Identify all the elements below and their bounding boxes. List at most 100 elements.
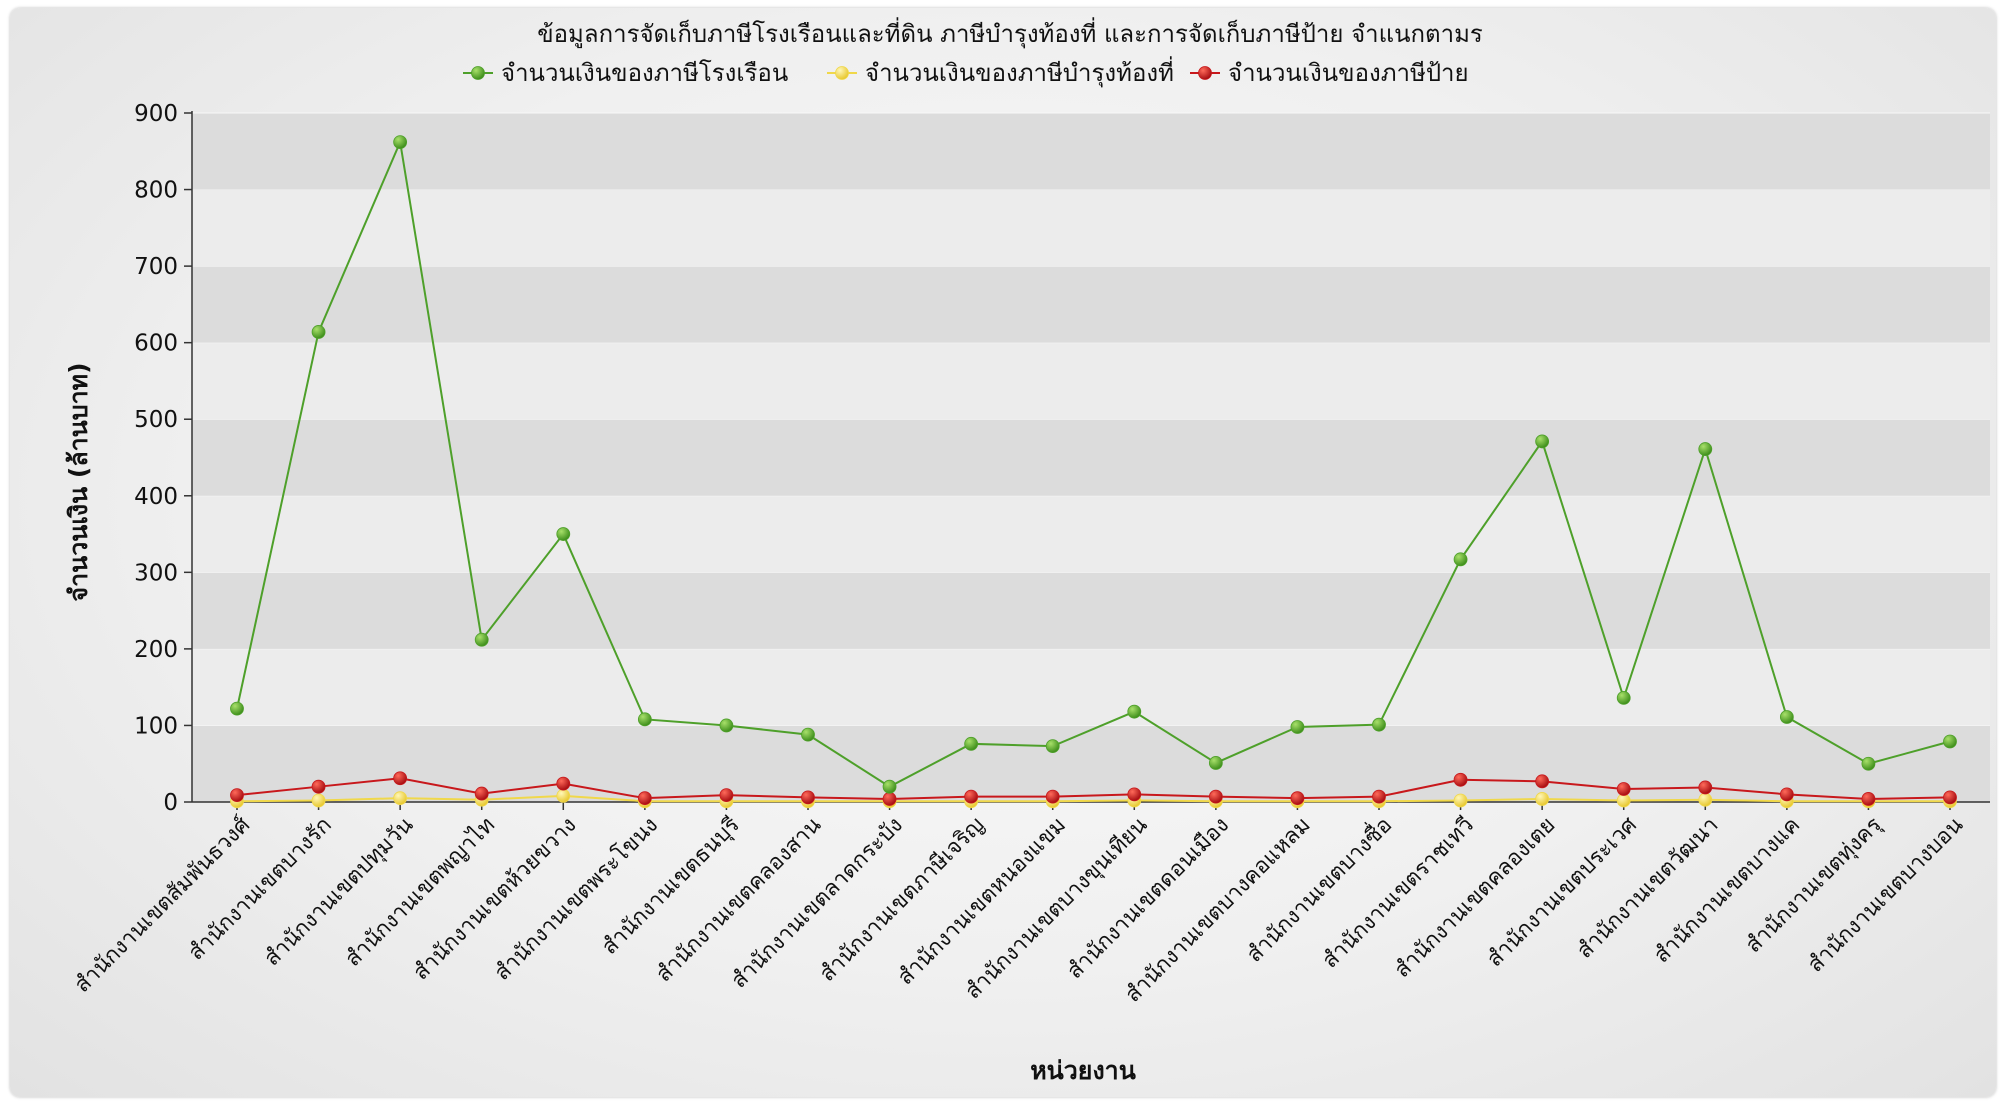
data-point xyxy=(1943,734,1957,749)
data-point xyxy=(474,786,489,801)
axes xyxy=(184,111,1990,810)
x-tick-label: สำนักงานเขตคลองสาน xyxy=(652,813,827,988)
data-point xyxy=(311,793,326,808)
data-point xyxy=(474,632,489,647)
data-point xyxy=(1045,739,1060,754)
grid-band xyxy=(192,495,1990,573)
data-point xyxy=(393,791,408,806)
data-point xyxy=(1290,791,1305,806)
y-tick-label: 0 xyxy=(163,790,178,816)
data-point xyxy=(556,788,571,803)
legend: จำนวนเงินของภาษีโรงเรือน จำนวนเงินของภาษี… xyxy=(463,56,1469,88)
data-point xyxy=(1453,793,1468,808)
data-point xyxy=(1616,782,1631,796)
data-point xyxy=(1861,792,1876,806)
data-point xyxy=(1127,704,1142,719)
y-tick-label: 900 xyxy=(134,101,178,127)
series-group xyxy=(230,135,1957,809)
x-tick-label: สำนักงานเขตประเวศ xyxy=(1482,813,1642,973)
x-tick-label: สำนักงานเขตคลองเตย xyxy=(1390,813,1560,983)
data-point xyxy=(556,527,571,541)
data-point xyxy=(1616,793,1631,808)
x-tick-label: สำนักงานเขตหนองแขม xyxy=(893,813,1071,991)
data-point xyxy=(801,790,815,805)
data-point xyxy=(1453,772,1468,787)
y-tick-label: 500 xyxy=(134,407,178,433)
x-tick-label: สำนักงานเขตพระโขนง xyxy=(489,812,663,986)
data-point xyxy=(1698,792,1713,807)
data-point xyxy=(393,135,408,149)
data-point xyxy=(1698,780,1713,795)
x-tick-label: สำนักงานเขตธนบุรี xyxy=(597,812,744,959)
y-tick-label: 300 xyxy=(134,560,178,586)
data-point xyxy=(882,779,897,794)
grid-band xyxy=(192,725,1990,802)
x-tick-label: สำนักงานเขตราชเทวี xyxy=(1318,813,1479,974)
data-point xyxy=(637,712,652,727)
data-point xyxy=(1127,787,1142,802)
grid-band xyxy=(192,572,1990,649)
data-point xyxy=(882,792,897,806)
x-axis-title: หน่วยงาน xyxy=(1030,1056,1136,1085)
x-tick-label: สำนักงานเขตห้วยขวาง xyxy=(409,813,582,986)
x-tick-label: สำนักงานเขตบางแค xyxy=(1649,813,1805,969)
y-tick-label: 200 xyxy=(134,637,178,663)
data-point xyxy=(1535,434,1550,449)
data-point xyxy=(1045,789,1060,804)
y-tick-label: 800 xyxy=(134,178,178,204)
data-point xyxy=(311,779,326,794)
series-line xyxy=(236,138,1951,788)
series-line xyxy=(236,777,1951,800)
x-tick-label: สำนักงานเขตปทุมวัน xyxy=(260,813,419,972)
chart-title: ข้อมูลการจัดเก็บภาษีโรงเรือนและที่ดิน ภา… xyxy=(537,17,1483,49)
grid-band xyxy=(192,266,1990,343)
grid-band xyxy=(192,419,1990,496)
legend-label: จำนวนเงินของภาษีป้าย xyxy=(1228,59,1469,87)
data-point xyxy=(719,718,734,733)
legend-marker xyxy=(1198,66,1212,80)
grid-band xyxy=(192,189,1990,267)
data-point xyxy=(1208,756,1223,770)
data-point xyxy=(1616,690,1631,705)
data-point xyxy=(556,776,571,791)
data-point xyxy=(1861,756,1876,771)
data-point xyxy=(637,791,652,806)
data-point xyxy=(1453,552,1468,567)
y-tick-label: 600 xyxy=(134,331,178,357)
x-tick-label: สำนักงานเขตบางบอน xyxy=(1803,813,1968,978)
data-point xyxy=(1372,717,1386,732)
grid-bands xyxy=(192,112,1990,802)
data-point xyxy=(1535,774,1550,789)
series-line xyxy=(236,794,1950,803)
data-point xyxy=(230,701,244,716)
data-point xyxy=(1779,787,1794,802)
data-point xyxy=(1943,790,1957,805)
y-tick-label: 100 xyxy=(134,713,178,739)
x-tick-label: สำนักงานเขตทุ่งครุ xyxy=(1741,812,1887,958)
data-point xyxy=(964,789,979,804)
legend-marker xyxy=(471,66,485,80)
grid-band xyxy=(192,342,1990,420)
y-tick-label: 700 xyxy=(134,254,178,280)
legend-label: จำนวนเงินของภาษีโรงเรือน xyxy=(501,59,788,87)
grid-band xyxy=(192,648,1990,726)
grid-band xyxy=(192,113,1990,190)
x-tick-labels: สำนักงานเขตสัมพันธวงศ์สำนักงานเขตบางรักส… xyxy=(70,810,1968,1008)
data-point xyxy=(801,727,815,742)
y-tick-labels: 0 100 200 300 400 500 600 700 800 900 xyxy=(134,101,178,816)
data-point xyxy=(393,771,408,786)
legend-marker xyxy=(835,66,849,80)
data-point xyxy=(1698,442,1713,456)
x-tick-label: สำนักงานเขตวัฒนา xyxy=(1572,813,1723,964)
x-tick-label: สำนักงานเขตบางรัก xyxy=(184,813,337,966)
data-point xyxy=(1290,720,1305,734)
legend-label: จำนวนเงินของภาษีบำรุงท้องที่ xyxy=(865,56,1174,88)
x-tick-label: สำนักงานเขตดอนเมือง xyxy=(1063,813,1235,985)
data-point xyxy=(230,788,244,803)
data-point xyxy=(719,788,734,803)
data-point xyxy=(1372,789,1386,804)
data-point xyxy=(311,325,326,339)
x-tick-label: สำนักงานเขตพญาไท xyxy=(340,812,500,972)
y-tick-label: 400 xyxy=(134,484,178,510)
